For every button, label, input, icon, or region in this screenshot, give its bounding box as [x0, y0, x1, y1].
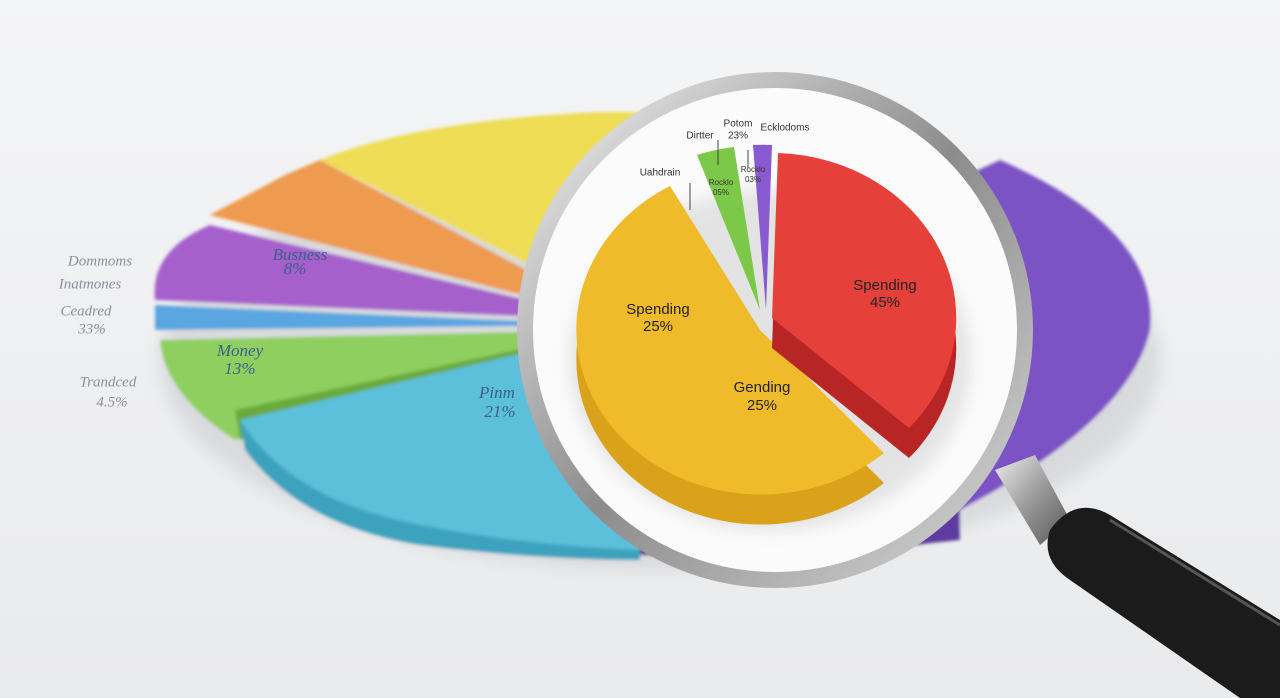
bg-label: 8%	[284, 259, 307, 278]
callout: 05%	[713, 188, 729, 197]
callout: Rocklo	[741, 165, 766, 174]
slice-label: Spending	[626, 301, 689, 318]
magnified-pie	[570, 140, 970, 530]
callout: Potom	[724, 119, 753, 130]
bg-label: 21%	[484, 402, 515, 421]
slice-label: Gending	[734, 379, 791, 396]
bg-label: Busness	[273, 245, 328, 264]
callout: Rocklo	[709, 178, 734, 187]
bg-label: Dommoms	[67, 253, 132, 269]
magnified-labels: Uahdrain Dirtter Potom 23% Ecklodoms Roc…	[626, 119, 916, 414]
bg-label: Trandced	[80, 374, 137, 390]
slice-label: Spending	[853, 277, 916, 294]
slice-percent: 45%	[870, 294, 900, 311]
bg-label: 33%	[77, 321, 106, 337]
slice-percent: 25%	[643, 318, 673, 335]
slice-percent: 25%	[747, 397, 777, 414]
bg-label: 4.5%	[96, 394, 127, 410]
bg-label: Pinm	[478, 383, 515, 402]
callout: 23%	[728, 131, 748, 142]
magnifier-handle	[995, 455, 1280, 698]
bg-label: Ceadred	[60, 303, 112, 319]
callout: 03%	[745, 175, 761, 184]
callout: Dirtter	[686, 131, 714, 142]
bg-label: 13%	[224, 359, 255, 378]
callout: Uahdrain	[640, 168, 681, 179]
bg-label: Money	[216, 341, 264, 360]
background-labels: Trandced 4.5% Ceadred 33% Dommoms Inatmo…	[58, 245, 516, 421]
bg-label: Inatmones	[58, 276, 122, 292]
callout: Ecklodoms	[761, 123, 810, 134]
